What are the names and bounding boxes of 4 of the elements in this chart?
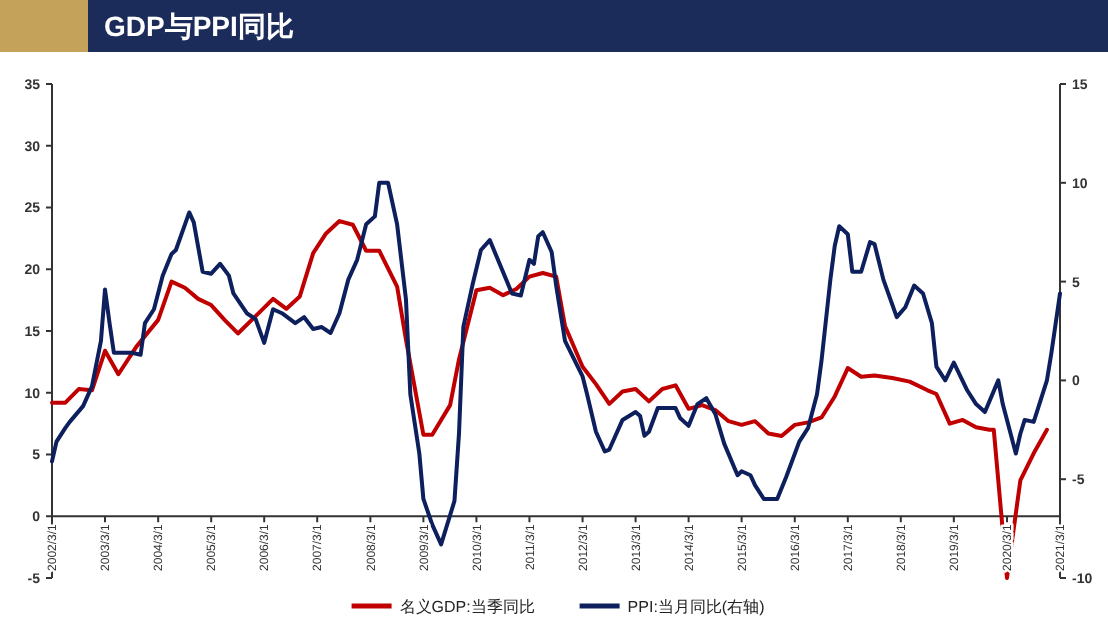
legend-label: PPI:当月同比(右轴) [627, 597, 766, 616]
legend-label: 名义GDP:当季同比 [399, 597, 535, 616]
line-series [50, 219, 1049, 580]
chart-title: GDP与PPI同比 [104, 10, 294, 42]
